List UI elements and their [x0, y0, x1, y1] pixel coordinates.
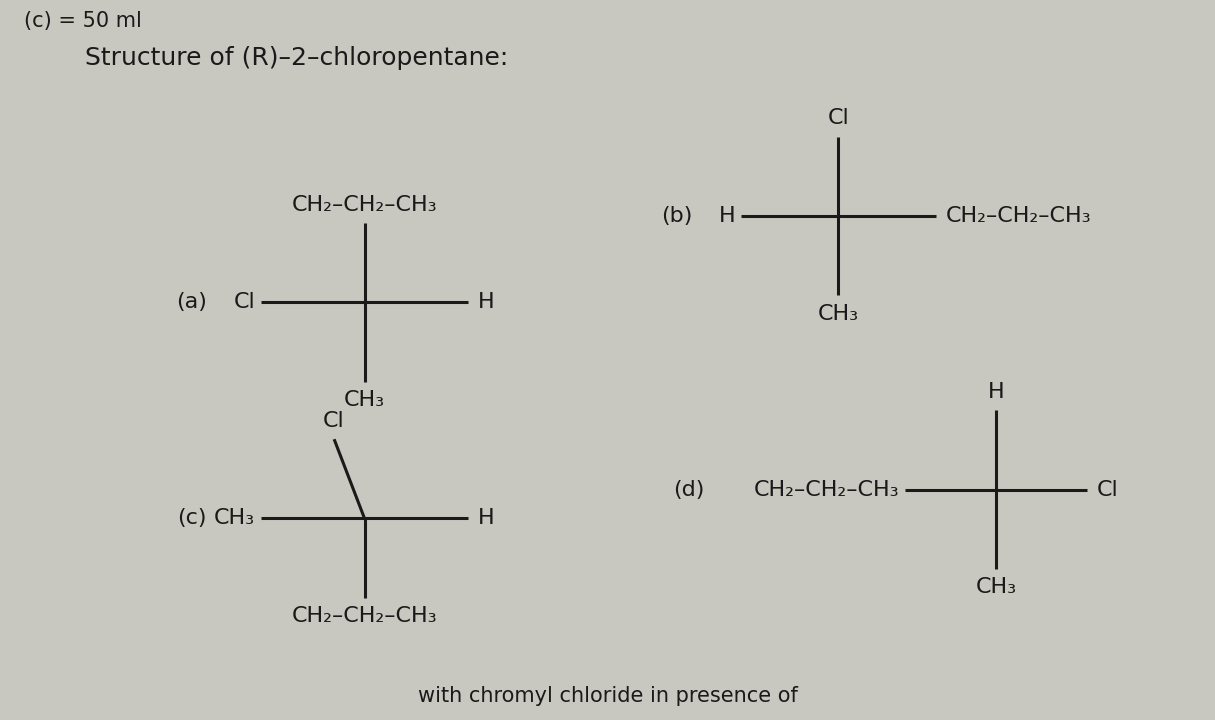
- Text: CH₃: CH₃: [214, 508, 255, 528]
- Text: (c): (c): [177, 508, 207, 528]
- Text: CH₂–CH₂–CH₃: CH₂–CH₂–CH₃: [292, 194, 437, 215]
- Text: Structure of (R)–2–chloropentane:: Structure of (R)–2–chloropentane:: [85, 46, 508, 70]
- Text: (c) = 50 ml: (c) = 50 ml: [24, 11, 142, 31]
- Text: CH₃: CH₃: [976, 577, 1017, 598]
- Text: CH₂–CH₂–CH₃: CH₂–CH₂–CH₃: [945, 206, 1091, 226]
- Text: Cl: Cl: [323, 410, 345, 431]
- Text: with chromyl chloride in presence of: with chromyl chloride in presence of: [418, 685, 797, 706]
- Text: CH₂–CH₂–CH₃: CH₂–CH₂–CH₃: [753, 480, 899, 500]
- Text: CH₂–CH₂–CH₃: CH₂–CH₂–CH₃: [292, 606, 437, 626]
- Text: (b): (b): [661, 206, 693, 226]
- Text: Cl: Cl: [1097, 480, 1119, 500]
- Text: (a): (a): [176, 292, 207, 312]
- Text: H: H: [718, 206, 735, 226]
- Text: CH₃: CH₃: [818, 304, 859, 324]
- Text: H: H: [477, 292, 495, 312]
- Text: H: H: [477, 508, 495, 528]
- Text: Cl: Cl: [827, 108, 849, 128]
- Text: (d): (d): [673, 480, 705, 500]
- Text: CH₃: CH₃: [344, 390, 385, 410]
- Text: Cl: Cl: [233, 292, 255, 312]
- Text: H: H: [988, 382, 1005, 402]
